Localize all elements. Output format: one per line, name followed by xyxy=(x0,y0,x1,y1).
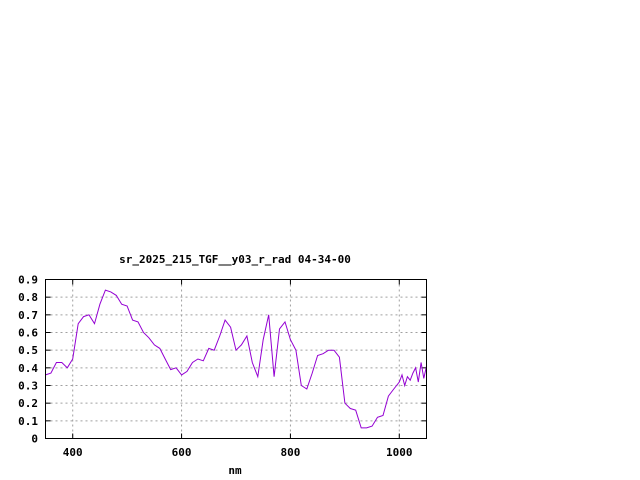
y-tick-label: 0.8 xyxy=(18,291,38,304)
y-tick-label: 0.9 xyxy=(18,274,38,287)
x-tick-label: 1000 xyxy=(386,446,413,459)
x-axis-label: nm xyxy=(228,464,242,477)
chart-title: sr_2025_215_TGF__y03_r_rad 04-34-00 xyxy=(119,253,351,266)
y-tick-label: 0.6 xyxy=(18,327,38,340)
y-tick-label: 0.2 xyxy=(18,397,38,410)
y-tick-label: 0.5 xyxy=(18,344,38,357)
ticks-layer: 0 0.1 0.2 0.3 0.4 0.5 0.6 0.7 0.8 0.9 400 600 800 100… xyxy=(18,274,427,459)
series-layer xyxy=(45,289,427,429)
y-tick-label: 0.1 xyxy=(18,415,38,428)
y-tick-label: 0.3 xyxy=(18,380,38,393)
x-tick-label: 600 xyxy=(172,446,192,459)
plot-frame xyxy=(45,279,427,439)
y-tick-label: 0.4 xyxy=(18,362,38,375)
x-tick-label: 400 xyxy=(63,446,83,459)
grid-layer xyxy=(45,279,427,439)
spectrum-series-line xyxy=(45,289,427,429)
y-tick-label: 0.7 xyxy=(18,309,38,322)
y-tick-label: 0 xyxy=(31,433,38,446)
x-tick-label: 800 xyxy=(280,446,300,459)
